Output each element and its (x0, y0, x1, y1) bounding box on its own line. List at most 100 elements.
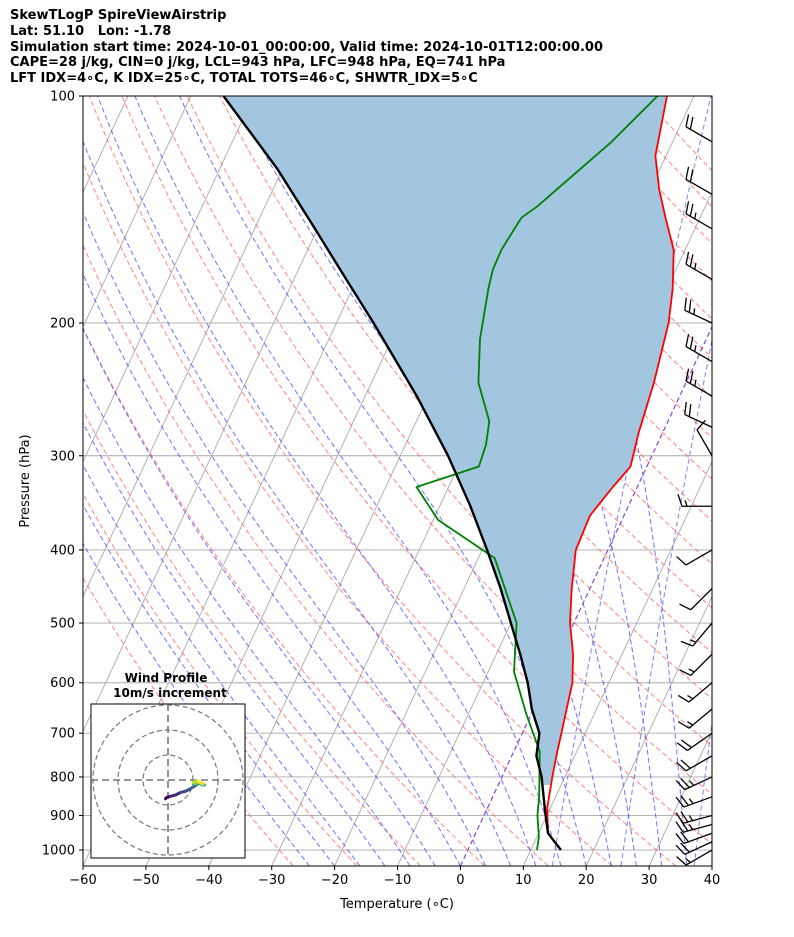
barb-flag (677, 721, 690, 729)
barb-flag (675, 812, 684, 824)
barb-flag (685, 166, 690, 180)
barb-half-flag (684, 500, 688, 507)
x-tick-label: −10 (384, 873, 411, 888)
wind-barb (675, 776, 713, 791)
moist-adiabat (83, 542, 310, 866)
barb-half-flag (689, 780, 695, 786)
barb-flag (676, 761, 687, 772)
temperature-line (546, 96, 675, 851)
hodograph-inset (90, 703, 246, 859)
barb-flag (676, 556, 687, 566)
wind-barb (696, 419, 713, 457)
y-axis-label: Pressure (hPa) (18, 434, 33, 527)
barb-flag (680, 831, 690, 843)
moist-adiabat (83, 211, 487, 866)
x-tick-label: 20 (578, 873, 595, 888)
dry-adiabat (83, 492, 358, 866)
barb-flag (677, 694, 690, 703)
y-tick-label: 200 (50, 316, 75, 331)
barb-flag (680, 811, 689, 823)
y-tick-label: 1000 (42, 844, 75, 859)
barb-half-flag (687, 721, 694, 726)
barb-half-flag (688, 824, 694, 831)
chart-title: SkewTLogP SpireViewAirstrip (10, 8, 227, 23)
dry-adiabat (642, 96, 712, 172)
y-tick-label: 700 (50, 727, 75, 742)
isotherm-line (775, 96, 794, 866)
barb-staff (690, 588, 713, 611)
dry-adiabat (88, 96, 677, 866)
y-tick-label: 800 (50, 770, 75, 785)
isotherm-line (83, 96, 318, 598)
axes: −60 −50 −40 −30 −20 −10 0 10 20 30 40 100 200 300 400 5… (42, 90, 720, 889)
barb-flag (676, 742, 688, 751)
wind-barb (685, 201, 713, 230)
wind-barb (676, 849, 713, 866)
barb-flag (680, 759, 691, 769)
isotherm-line (648, 730, 712, 866)
mixing-ratio-line (693, 719, 712, 866)
moist-adiabat (83, 464, 361, 866)
barb-flag (679, 669, 692, 677)
barb-flag (689, 254, 694, 267)
moist-adiabat (83, 327, 436, 866)
x-tick-label: 30 (641, 873, 658, 888)
x-tick-label: −40 (195, 873, 222, 888)
barb-flag (688, 299, 692, 313)
x-tick-label: 10 (515, 873, 532, 888)
dewpoint-line (415, 96, 659, 851)
dry-adiabat (83, 161, 613, 866)
barb-flag (680, 795, 690, 806)
y-tick-label: 600 (50, 676, 75, 691)
location-text: Lat: 51.10 Lon: -1.78 (10, 23, 172, 39)
barb-flag (685, 334, 690, 347)
barb-half-flag (694, 345, 697, 352)
wind-barb (675, 841, 713, 855)
isotherm-line (83, 96, 255, 463)
cape-stats-text: CAPE=28 j/kg, CIN=0 j/kg, LCL=943 hPa, L… (10, 55, 506, 71)
barb-flag (689, 169, 694, 182)
barb-flag (675, 833, 685, 844)
wind-barb (685, 334, 713, 363)
x-axis-label: Temperature (∘C) (339, 897, 454, 912)
barb-half-flag (689, 639, 697, 643)
zero-isotherm (459, 325, 712, 866)
hodograph-segment (199, 781, 205, 786)
isotherm-line (711, 864, 712, 866)
barb-flag (685, 251, 690, 265)
moist-adiabat (83, 376, 411, 866)
cape-shading (223, 96, 674, 785)
barb-staff (684, 776, 713, 791)
barb-flag (675, 821, 684, 833)
barb-staff (690, 653, 713, 676)
x-tick-label: 0 (456, 873, 464, 888)
barb-flag (689, 336, 694, 350)
barb-flag (680, 739, 692, 749)
wind-barb (684, 401, 713, 428)
x-tick-label: −20 (321, 873, 348, 888)
dry-adiabat (186, 96, 712, 747)
barb-flag (689, 116, 694, 130)
barb-half-flag (688, 798, 694, 805)
valid-time-text: Simulation start time: 2024-10-01_00:00:… (10, 39, 603, 55)
moist-adiabat (83, 139, 512, 866)
wind-barb (677, 494, 712, 507)
wind-barb (675, 811, 713, 824)
hodograph-plot (91, 704, 245, 858)
wind-barb (679, 588, 713, 611)
moist-adiabat (83, 272, 461, 866)
barb-flag (685, 201, 690, 214)
wind-barb (680, 622, 713, 647)
barb-half-flag (687, 694, 694, 700)
dry-adiabat (154, 96, 712, 795)
wind-barb (684, 297, 713, 324)
wind-barb (685, 368, 713, 397)
barb-flag (675, 796, 685, 808)
moist-adiabat (83, 421, 386, 866)
barb-flag (688, 404, 692, 417)
x-tick-label: −50 (132, 873, 159, 888)
wind-barb (675, 831, 713, 845)
wind-barb (676, 732, 713, 751)
hodograph-subtitle: 10m/s increment (113, 686, 227, 700)
